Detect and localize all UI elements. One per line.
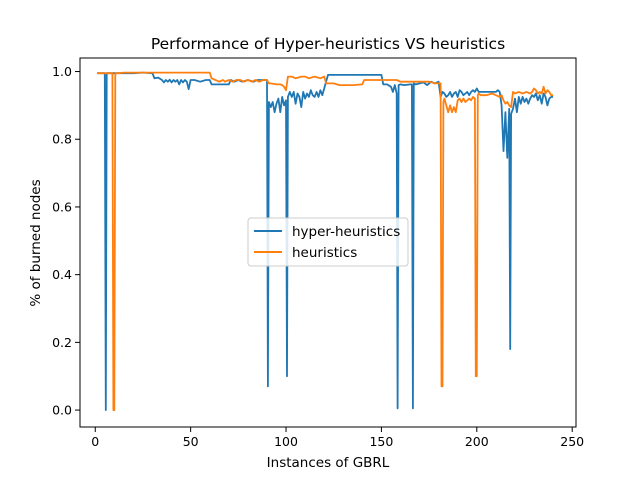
legend-box <box>247 217 409 267</box>
y-tick-label: 0.6 <box>52 199 72 214</box>
x-tick-label: 150 <box>369 434 393 449</box>
x-tick-label: 250 <box>560 434 584 449</box>
y-tick-label: 0.4 <box>52 267 72 282</box>
series-line-hyper-heuristics <box>97 71 554 412</box>
x-tick-label: 200 <box>465 434 489 449</box>
legend: hyper-heuristics heuristics <box>247 217 409 267</box>
chart-title: Performance of Hyper-heuristics VS heuri… <box>151 35 505 53</box>
plot-frame <box>79 57 577 428</box>
x-axis: 0 50 100 150 200 250 <box>91 427 584 449</box>
legend-label: hyper-heuristics <box>292 224 400 240</box>
y-axis-label: % of burned nodes <box>28 179 44 306</box>
y-tick-label: 0.2 <box>52 335 72 350</box>
y-axis: 0.0 0.2 0.4 0.6 0.8 1.0 <box>52 64 80 418</box>
x-tick-label: 0 <box>91 434 99 449</box>
x-axis-label: Instances of GBRL <box>267 455 390 471</box>
x-tick-label: 100 <box>274 434 298 449</box>
y-tick-label: 0.8 <box>52 132 72 147</box>
y-tick-label: 0.0 <box>52 403 72 418</box>
legend-label: heuristics <box>292 245 357 261</box>
y-tick-label: 1.0 <box>52 64 72 79</box>
series-line-heuristics <box>97 71 554 412</box>
x-tick-label: 50 <box>183 434 199 449</box>
